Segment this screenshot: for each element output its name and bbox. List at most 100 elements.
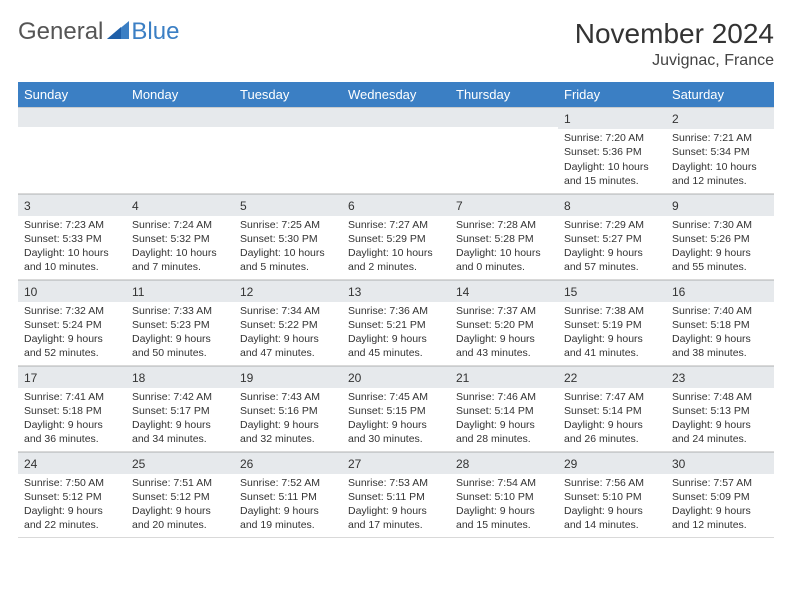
sunset-text: Sunset: 5:17 PM — [132, 404, 228, 418]
daylight-text: Daylight: 9 hours and 15 minutes. — [456, 504, 552, 532]
day-cell: 9Sunrise: 7:30 AMSunset: 5:26 PMDaylight… — [666, 193, 774, 279]
day-cell: 26Sunrise: 7:52 AMSunset: 5:11 PMDayligh… — [234, 451, 342, 537]
day-cell-body: Sunrise: 7:56 AMSunset: 5:10 PMDaylight:… — [558, 474, 666, 537]
daylight-text: Daylight: 10 hours and 2 minutes. — [348, 246, 444, 274]
day-cell: 11Sunrise: 7:33 AMSunset: 5:23 PMDayligh… — [126, 279, 234, 365]
daylight-text: Daylight: 9 hours and 30 minutes. — [348, 418, 444, 446]
day-cell: 22 Sunrise: 7:47 AMSunset: 5:14 PMDayligh… — [558, 365, 666, 451]
dayname-friday: Friday — [558, 82, 666, 107]
day-cell — [342, 107, 450, 193]
daylight-text: Daylight: 9 hours and 26 minutes. — [564, 418, 660, 446]
logo-text-blue: Blue — [131, 18, 179, 46]
daynum-band: 8 — [558, 194, 666, 216]
daynum-band: 26 — [234, 452, 342, 474]
sunrise-text: Sunrise: 7:43 AM — [240, 390, 336, 404]
daynum-band: 28 — [450, 452, 558, 474]
day-cell: 27Sunrise: 7:53 AMSunset: 5:11 PMDayligh… — [342, 451, 450, 537]
day-cell: 30Sunrise: 7:57 AMSunset: 5:09 PMDayligh… — [666, 451, 774, 537]
daynum-band: 5 — [234, 194, 342, 216]
dayname-tuesday: Tuesday — [234, 82, 342, 107]
day-cell: 15Sunrise: 7:38 AMSunset: 5:19 PMDayligh… — [558, 279, 666, 365]
daynum-band: 11 — [126, 280, 234, 302]
day-cell: 16Sunrise: 7:40 AMSunset: 5:18 PMDayligh… — [666, 279, 774, 365]
dayname-wednesday: Wednesday — [342, 82, 450, 107]
sunrise-text: Sunrise: 7:57 AM — [672, 476, 768, 490]
daylight-text: Daylight: 9 hours and 57 minutes. — [564, 246, 660, 274]
daylight-text: Daylight: 10 hours and 0 minutes. — [456, 246, 552, 274]
header: General Blue November 2024 Juvignac, Fra… — [18, 18, 774, 70]
sunset-text: Sunset: 5:18 PM — [24, 404, 120, 418]
dayname-monday: Monday — [126, 82, 234, 107]
sunset-text: Sunset: 5:36 PM — [564, 145, 660, 159]
sunrise-text: Sunrise: 7:52 AM — [240, 476, 336, 490]
sunrise-text: Sunrise: 7:54 AM — [456, 476, 552, 490]
daylight-text: Daylight: 9 hours and 14 minutes. — [564, 504, 660, 532]
sunrise-text: Sunrise: 7:34 AM — [240, 304, 336, 318]
daylight-text: Daylight: 10 hours and 5 minutes. — [240, 246, 336, 274]
daynum-band: 30 — [666, 452, 774, 474]
day-cell: 28Sunrise: 7:54 AMSunset: 5:10 PMDayligh… — [450, 451, 558, 537]
daylight-text: Daylight: 9 hours and 22 minutes. — [24, 504, 120, 532]
sunrise-text: Sunrise: 7:21 AM — [672, 131, 768, 145]
daynum-band: 13 — [342, 280, 450, 302]
daylight-text: Daylight: 9 hours and 12 minutes. — [672, 504, 768, 532]
day-cell-body: Sunrise: 7:57 AMSunset: 5:09 PMDaylight:… — [666, 474, 774, 537]
day-cell-body: Sunrise: 7:53 AMSunset: 5:11 PMDaylight:… — [342, 474, 450, 537]
sunrise-text: Sunrise: 7:40 AM — [672, 304, 768, 318]
location-text: Juvignac, France — [575, 52, 774, 70]
day-cell: 1Sunrise: 7:20 AMSunset: 5:36 PMDaylight… — [558, 107, 666, 193]
day-cell: 5Sunrise: 7:25 AMSunset: 5:30 PMDaylight… — [234, 193, 342, 279]
day-cell-body: Sunrise: 7:46 AMSunset: 5:14 PMDaylight:… — [450, 388, 558, 451]
daynum-band: 3 — [18, 194, 126, 216]
daylight-text: Daylight: 9 hours and 43 minutes. — [456, 332, 552, 360]
daynum-band: 20 — [342, 366, 450, 388]
sunset-text: Sunset: 5:26 PM — [672, 232, 768, 246]
daynum-band: 1 — [558, 107, 666, 129]
sunset-text: Sunset: 5:12 PM — [24, 490, 120, 504]
sunset-text: Sunset: 5:22 PM — [240, 318, 336, 332]
daylight-text: Daylight: 9 hours and 47 minutes. — [240, 332, 336, 360]
daylight-text: Daylight: 9 hours and 28 minutes. — [456, 418, 552, 446]
day-cell-body: Sunrise: 7:33 AMSunset: 5:23 PMDaylight:… — [126, 302, 234, 365]
calendar-body: 1Sunrise: 7:20 AMSunset: 5:36 PMDaylight… — [18, 107, 774, 537]
sunset-text: Sunset: 5:19 PM — [564, 318, 660, 332]
sunset-text: Sunset: 5:28 PM — [456, 232, 552, 246]
daynum-band-empty — [342, 107, 450, 127]
day-cell-body: Sunrise: 7:40 AMSunset: 5:18 PMDaylight:… — [666, 302, 774, 365]
daylight-text: Daylight: 9 hours and 24 minutes. — [672, 418, 768, 446]
day-cell: 4Sunrise: 7:24 AMSunset: 5:32 PMDaylight… — [126, 193, 234, 279]
sunrise-text: Sunrise: 7:47 AM — [564, 390, 660, 404]
daylight-text: Daylight: 9 hours and 20 minutes. — [132, 504, 228, 532]
daylight-text: Daylight: 9 hours and 19 minutes. — [240, 504, 336, 532]
sunset-text: Sunset: 5:33 PM — [24, 232, 120, 246]
sunset-text: Sunset: 5:10 PM — [456, 490, 552, 504]
day-cell-body: Sunrise: 7:29 AMSunset: 5:27 PMDaylight:… — [558, 216, 666, 279]
title-block: November 2024 Juvignac, France — [575, 18, 774, 70]
day-cell — [18, 107, 126, 193]
day-cell: 6Sunrise: 7:27 AMSunset: 5:29 PMDaylight… — [342, 193, 450, 279]
sunset-text: Sunset: 5:14 PM — [564, 404, 660, 418]
sunrise-text: Sunrise: 7:48 AM — [672, 390, 768, 404]
sunrise-text: Sunrise: 7:28 AM — [456, 218, 552, 232]
sunset-text: Sunset: 5:13 PM — [672, 404, 768, 418]
sunrise-text: Sunrise: 7:42 AM — [132, 390, 228, 404]
daylight-text: Daylight: 10 hours and 10 minutes. — [24, 246, 120, 274]
daynum-band: 22 — [558, 366, 666, 388]
day-cell-body: Sunrise: 7:43 AMSunset: 5:16 PMDaylight:… — [234, 388, 342, 451]
sunrise-text: Sunrise: 7:32 AM — [24, 304, 120, 318]
sunrise-text: Sunrise: 7:37 AM — [456, 304, 552, 318]
week-row: 10Sunrise: 7:32 AMSunset: 5:24 PMDayligh… — [18, 279, 774, 365]
day-cell: 21Sunrise: 7:46 AMSunset: 5:14 PMDayligh… — [450, 365, 558, 451]
day-cell-body: Sunrise: 7:54 AMSunset: 5:10 PMDaylight:… — [450, 474, 558, 537]
daylight-text: Daylight: 9 hours and 52 minutes. — [24, 332, 120, 360]
sunset-text: Sunset: 5:27 PM — [564, 232, 660, 246]
sunrise-text: Sunrise: 7:53 AM — [348, 476, 444, 490]
sunrise-text: Sunrise: 7:23 AM — [24, 218, 120, 232]
daynum-band: 2 — [666, 107, 774, 129]
sunrise-text: Sunrise: 7:24 AM — [132, 218, 228, 232]
day-cell-body: Sunrise: 7:41 AMSunset: 5:18 PMDaylight:… — [18, 388, 126, 451]
sunrise-text: Sunrise: 7:56 AM — [564, 476, 660, 490]
daynum-band: 17 — [18, 366, 126, 388]
sunset-text: Sunset: 5:09 PM — [672, 490, 768, 504]
daynum-band-empty — [450, 107, 558, 127]
